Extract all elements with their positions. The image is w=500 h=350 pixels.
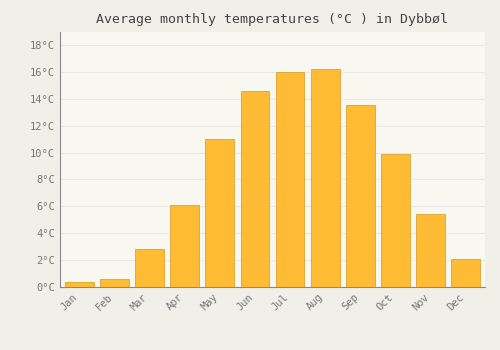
Title: Average monthly temperatures (°C ) in Dybbøl: Average monthly temperatures (°C ) in Dy… bbox=[96, 13, 448, 26]
Bar bbox=[452, 259, 480, 287]
Bar bbox=[276, 72, 304, 287]
Bar bbox=[100, 279, 129, 287]
Bar bbox=[416, 215, 445, 287]
Bar bbox=[206, 139, 234, 287]
Bar bbox=[381, 154, 410, 287]
Bar bbox=[135, 249, 164, 287]
Bar bbox=[311, 69, 340, 287]
Bar bbox=[240, 91, 270, 287]
Bar bbox=[170, 205, 199, 287]
Bar bbox=[346, 105, 374, 287]
Bar bbox=[65, 282, 94, 287]
